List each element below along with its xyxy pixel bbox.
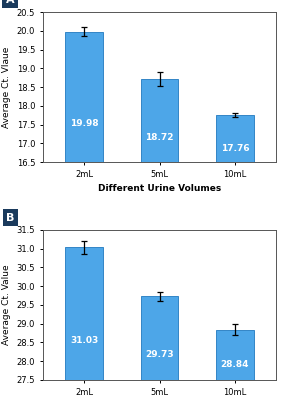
Bar — [141, 296, 178, 400]
Text: 29.73: 29.73 — [145, 350, 174, 359]
Bar — [216, 115, 254, 400]
Bar — [65, 248, 103, 400]
Y-axis label: Average Ct. Value: Average Ct. Value — [2, 264, 11, 345]
Text: 17.76: 17.76 — [221, 144, 249, 152]
Text: 19.98: 19.98 — [70, 118, 99, 128]
Y-axis label: Average Ct. Vlaue: Average Ct. Vlaue — [2, 46, 11, 128]
Text: 31.03: 31.03 — [70, 336, 98, 345]
Text: 18.72: 18.72 — [145, 133, 174, 142]
Bar — [216, 330, 254, 400]
Bar — [141, 79, 178, 400]
Text: A: A — [6, 0, 14, 5]
Bar — [65, 32, 103, 400]
Text: 28.84: 28.84 — [221, 360, 249, 370]
X-axis label: Different Urine Volumes: Different Urine Volumes — [98, 184, 221, 193]
Text: B: B — [6, 213, 14, 223]
